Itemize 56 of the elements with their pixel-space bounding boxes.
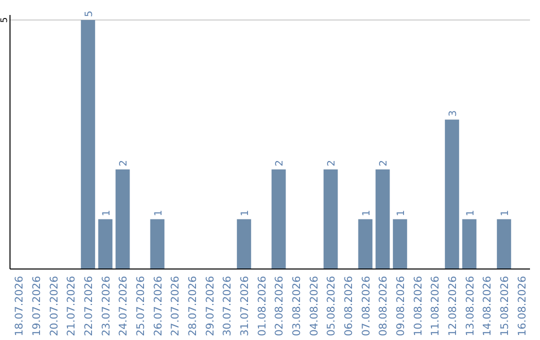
x-tick-label: 03.08.2026 <box>291 276 303 336</box>
x-tick-label: 18.07.2026 <box>14 276 26 336</box>
x-tick-label: 29.07.2026 <box>204 276 216 336</box>
data-label: 3 <box>448 110 459 117</box>
bar <box>80 20 96 269</box>
x-tick-label: 19.07.2026 <box>31 276 43 336</box>
x-tick-label: 11.08.2026 <box>430 276 442 336</box>
x-tick-label: 04.08.2026 <box>308 276 320 336</box>
x-tick-label: 25.07.2026 <box>135 276 147 336</box>
data-label: 1 <box>465 210 476 216</box>
x-tick-label: 15.08.2026 <box>499 276 511 336</box>
x-tick-label: 01.08.2026 <box>256 276 268 336</box>
data-label: 1 <box>153 210 164 216</box>
data-label: 2 <box>118 160 130 166</box>
bar <box>496 219 512 269</box>
bar <box>358 219 372 269</box>
data-label: 1 <box>500 210 511 216</box>
x-tick-label: 09.08.2026 <box>395 276 407 336</box>
x-tick-label: 06.08.2026 <box>343 276 355 336</box>
x-tick-label: 21.07.2026 <box>66 276 78 336</box>
x-tick-label: 22.07.2026 <box>83 276 95 336</box>
data-label: 1 <box>101 210 112 216</box>
data-label: 1 <box>240 210 251 216</box>
data-label: 5 <box>84 10 95 17</box>
x-tick-label: 10.08.2026 <box>412 276 424 336</box>
x-tick-label: 12.08.2026 <box>447 276 459 336</box>
bar <box>376 169 390 269</box>
bar <box>444 120 460 269</box>
x-tick-label: 02.08.2026 <box>274 276 286 336</box>
bar <box>236 219 252 269</box>
x-tick-label: 14.08.2026 <box>482 276 494 336</box>
bar <box>98 219 112 269</box>
x-tick-label: 05.08.2026 <box>326 276 338 336</box>
bar <box>116 169 130 269</box>
x-tick-label: 24.07.2026 <box>118 276 130 336</box>
x-tick-label: 28.07.2026 <box>187 276 199 336</box>
data-label: 2 <box>274 160 286 166</box>
x-tick-label: 13.08.2026 <box>464 276 476 336</box>
x-tick-label: 31.07.2026 <box>239 276 251 336</box>
x-tick-label: 07.08.2026 <box>360 276 372 336</box>
bar <box>462 219 476 269</box>
bar <box>272 169 286 269</box>
x-tick-label: 23.07.2026 <box>100 276 112 336</box>
x-tick-label: 30.07.2026 <box>222 276 234 336</box>
data-label: 1 <box>396 210 407 216</box>
bar <box>392 219 408 269</box>
bar <box>150 219 164 269</box>
data-label: 1 <box>361 210 372 216</box>
bar <box>324 169 338 269</box>
x-tick-label: 26.07.2026 <box>152 276 164 336</box>
x-tick-label: 27.07.2026 <box>170 276 182 336</box>
x-tick-label: 16.08.2026 <box>516 276 528 336</box>
x-tick-label: 08.08.2026 <box>378 276 390 336</box>
x-tick-label: 20.07.2026 <box>48 276 60 336</box>
data-label: 2 <box>326 160 338 166</box>
data-label: 2 <box>378 160 390 166</box>
